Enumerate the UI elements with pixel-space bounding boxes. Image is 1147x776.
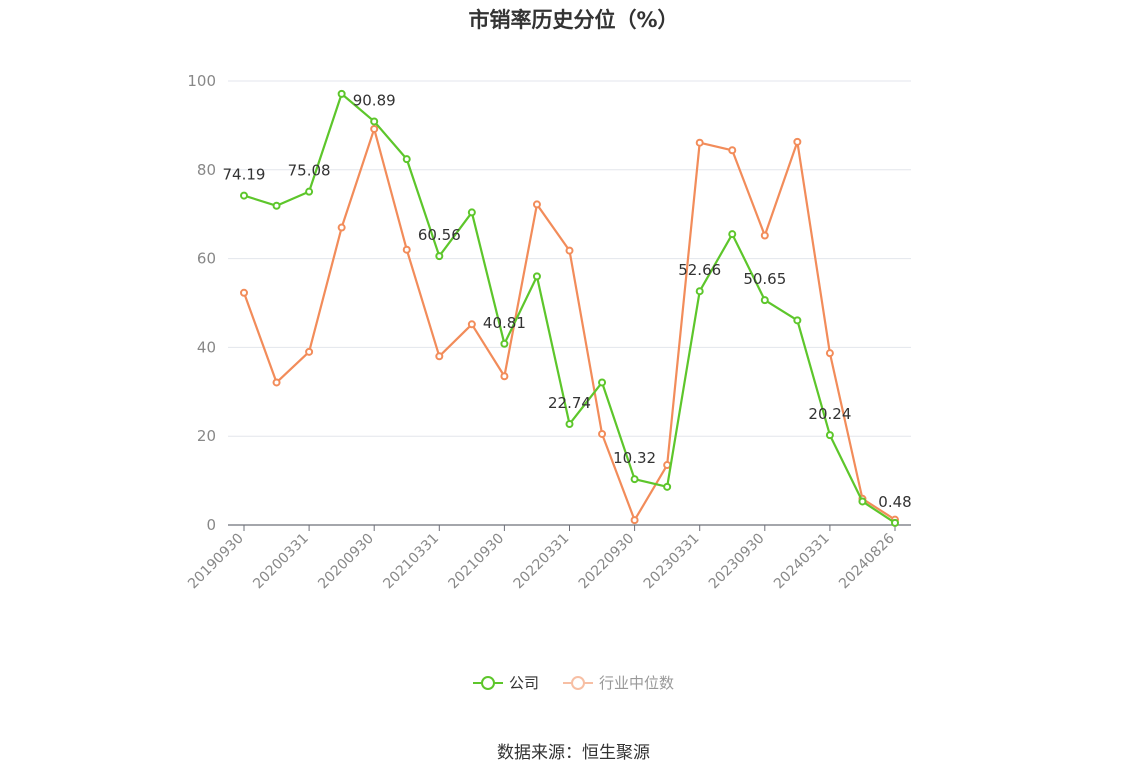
data-point-industry-median [695, 138, 704, 147]
data-point-industry-median [402, 245, 411, 254]
y-tick-label: 60 [197, 250, 216, 268]
data-point-company [891, 518, 899, 527]
x-tick-label: 20200930 [315, 531, 377, 593]
data-label: 75.08 [288, 162, 331, 180]
data-point-industry-median [598, 429, 607, 438]
x-tick-label: 20190930 [185, 531, 247, 593]
y-tick-label: 100 [187, 72, 216, 90]
x-tick-label: 20230331 [641, 531, 703, 593]
legend-item-company[interactable]: 公司 [472, 672, 539, 693]
data-point-industry-median [728, 146, 737, 155]
data-point-industry-median [663, 461, 672, 470]
data-point-company [793, 316, 802, 325]
data-point-company [435, 252, 444, 261]
legend-label-industry-median: 行业中位数 [599, 674, 675, 692]
x-tick-label: 20210331 [380, 531, 442, 593]
x-tick-label: 20200331 [250, 531, 312, 593]
data-point-industry-median [467, 320, 476, 329]
x-tick-label: 20220930 [576, 531, 638, 593]
x-tick-label: 20230930 [706, 531, 768, 593]
y-tick-label: 80 [197, 161, 216, 179]
data-label: 90.89 [353, 91, 396, 109]
data-point-company [500, 339, 509, 348]
legend-swatch-industry-median [563, 675, 593, 690]
data-point-industry-median [305, 347, 314, 356]
x-tick-label: 20220331 [511, 531, 573, 593]
data-point-company [825, 431, 834, 440]
data-label: 0.48 [878, 493, 911, 511]
data-point-company [728, 230, 737, 239]
data-point-company [467, 208, 476, 217]
chart-title: 市销率历史分位（%） [468, 8, 679, 32]
data-label: 52.66 [678, 261, 721, 279]
data-point-company [402, 155, 411, 164]
data-point-company [532, 272, 541, 281]
data-point-company [760, 296, 769, 305]
data-label: 60.56 [418, 226, 461, 244]
data-point-company [370, 117, 379, 126]
data-point-industry-median [337, 223, 346, 232]
data-label: 74.19 [223, 166, 266, 184]
data-point-industry-median [565, 246, 574, 255]
x-tick-label: 20240826 [836, 530, 898, 592]
data-point-company [337, 89, 346, 98]
data-label: 10.32 [613, 449, 656, 467]
data-point-industry-median [793, 137, 802, 146]
data-label: 40.81 [483, 314, 526, 332]
y-tick-label: 0 [206, 516, 216, 534]
data-point-industry-median [630, 516, 639, 525]
data-point-industry-median [240, 288, 248, 297]
data-point-industry-median [825, 349, 834, 358]
data-point-company [663, 482, 672, 491]
data-label: 50.65 [743, 270, 786, 288]
data-point-company [695, 287, 704, 296]
data-point-industry-median [435, 352, 444, 361]
legend-label-company: 公司 [508, 674, 539, 692]
legend: 公司 行业中位数 [0, 672, 1147, 693]
data-point-industry-median [272, 378, 281, 387]
data-point-company [630, 475, 639, 484]
data-label: 20.24 [808, 405, 851, 423]
data-point-industry-median [500, 372, 509, 381]
data-point-company [858, 497, 867, 506]
legend-swatch-company [472, 675, 503, 690]
y-tick-label: 40 [197, 338, 216, 356]
data-point-industry-median [760, 231, 769, 240]
data-labels: 74.19 75.08 90.89 60.56 40.81 22.74 10.32 52.66… [223, 91, 912, 510]
series-line-industry-median [242, 127, 896, 522]
data-point-industry-median [370, 124, 379, 133]
legend-item-industry-median[interactable]: 行业中位数 [563, 672, 674, 693]
source-note: 数据来源：恒生聚源 [497, 743, 650, 763]
data-point-company [240, 191, 248, 200]
grid-lines [228, 80, 911, 437]
x-tick-label: 20210930 [446, 531, 508, 593]
data-point-company [598, 378, 607, 387]
data-point-company [565, 420, 574, 429]
data-label: 22.74 [548, 394, 591, 412]
data-point-company [272, 201, 281, 210]
y-tick-label: 20 [197, 427, 216, 445]
data-point-company [305, 187, 314, 196]
series-layer [240, 89, 899, 527]
data-point-industry-median [532, 200, 541, 209]
x-tick-label: 20240331 [771, 531, 833, 593]
series-line-company [243, 92, 896, 524]
